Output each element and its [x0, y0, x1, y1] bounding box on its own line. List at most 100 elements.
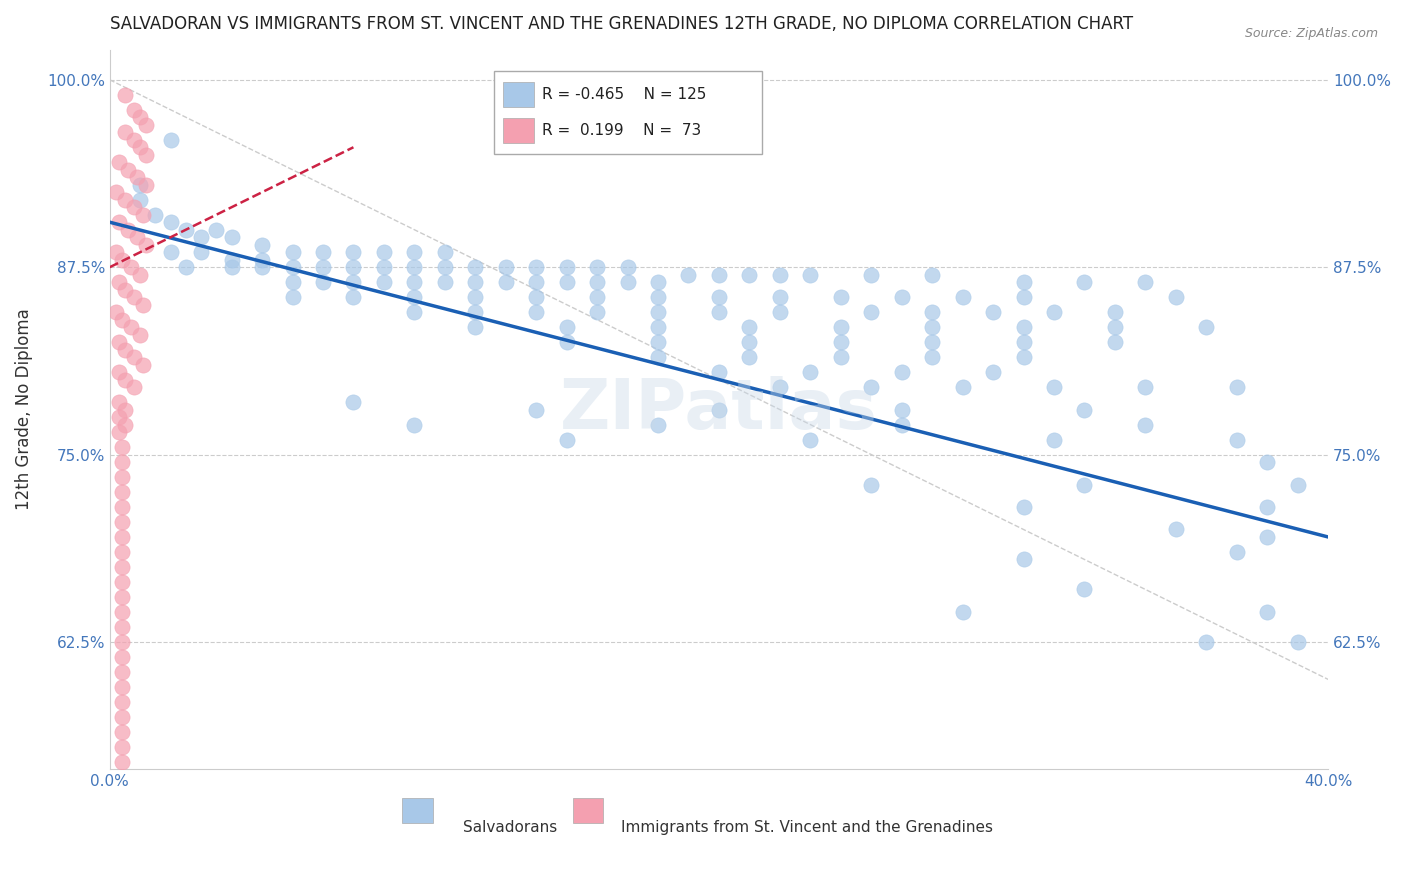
- Point: [555, 260, 578, 275]
- FancyBboxPatch shape: [494, 71, 762, 154]
- Point: [830, 320, 852, 334]
- Point: [647, 320, 669, 334]
- Point: [1256, 500, 1278, 514]
- Point: [1256, 530, 1278, 544]
- Point: [799, 433, 821, 447]
- Point: [342, 260, 364, 275]
- Point: [111, 312, 134, 326]
- Point: [312, 275, 335, 289]
- Point: [159, 215, 181, 229]
- Point: [404, 290, 426, 304]
- Point: [952, 290, 974, 304]
- Point: [342, 245, 364, 260]
- Point: [132, 358, 155, 372]
- Point: [616, 260, 638, 275]
- Point: [111, 530, 134, 544]
- Point: [135, 118, 157, 132]
- Point: [111, 739, 134, 754]
- Point: [1226, 433, 1249, 447]
- Point: [921, 350, 943, 364]
- Point: [738, 268, 761, 282]
- Point: [830, 335, 852, 350]
- Point: [433, 245, 456, 260]
- Point: [738, 335, 761, 350]
- Point: [1043, 380, 1066, 394]
- Point: [495, 260, 517, 275]
- Point: [159, 133, 181, 147]
- Point: [433, 260, 456, 275]
- Point: [981, 365, 1004, 379]
- Text: Immigrants from St. Vincent and the Grenadines: Immigrants from St. Vincent and the Gren…: [621, 820, 994, 835]
- Point: [738, 320, 761, 334]
- Point: [921, 268, 943, 282]
- Point: [1226, 545, 1249, 559]
- Point: [114, 87, 136, 102]
- Point: [111, 440, 134, 454]
- Point: [404, 417, 426, 432]
- Point: [250, 252, 273, 267]
- Point: [707, 402, 730, 417]
- Point: [524, 402, 547, 417]
- Point: [312, 260, 335, 275]
- Text: R =  0.199    N =  73: R = 0.199 N = 73: [543, 123, 702, 138]
- Point: [132, 208, 155, 222]
- Point: [404, 275, 426, 289]
- Point: [111, 770, 134, 784]
- Point: [104, 305, 127, 319]
- Point: [135, 147, 157, 161]
- Point: [464, 320, 486, 334]
- Point: [404, 245, 426, 260]
- Point: [111, 620, 134, 634]
- Point: [108, 365, 131, 379]
- Point: [122, 103, 145, 117]
- Point: [114, 283, 136, 297]
- Point: [111, 755, 134, 769]
- Point: [111, 785, 134, 799]
- Point: [524, 275, 547, 289]
- Point: [108, 410, 131, 425]
- Point: [830, 290, 852, 304]
- Text: R = -0.465    N = 125: R = -0.465 N = 125: [543, 87, 707, 102]
- Point: [738, 350, 761, 364]
- Point: [586, 290, 609, 304]
- Point: [860, 268, 883, 282]
- Text: ZIPatlas: ZIPatlas: [560, 376, 877, 443]
- Point: [555, 335, 578, 350]
- Point: [108, 335, 131, 350]
- Point: [921, 320, 943, 334]
- Point: [312, 245, 335, 260]
- Bar: [503, 118, 534, 144]
- Point: [250, 260, 273, 275]
- Point: [373, 245, 395, 260]
- Point: [1012, 290, 1035, 304]
- Point: [190, 245, 212, 260]
- Point: [129, 268, 152, 282]
- Point: [952, 605, 974, 619]
- Point: [104, 186, 127, 200]
- Point: [111, 470, 134, 484]
- Point: [129, 193, 152, 207]
- Point: [221, 252, 243, 267]
- Point: [464, 260, 486, 275]
- Point: [159, 245, 181, 260]
- Point: [120, 320, 142, 334]
- Point: [111, 649, 134, 664]
- Point: [495, 275, 517, 289]
- Point: [860, 380, 883, 394]
- Point: [647, 305, 669, 319]
- Point: [1286, 477, 1309, 491]
- Point: [281, 245, 304, 260]
- Point: [114, 402, 136, 417]
- Point: [1195, 635, 1218, 649]
- Point: [616, 275, 638, 289]
- Point: [1012, 500, 1035, 514]
- Point: [111, 830, 134, 844]
- Point: [221, 260, 243, 275]
- Point: [555, 275, 578, 289]
- Point: [145, 208, 167, 222]
- Point: [114, 417, 136, 432]
- Point: [111, 545, 134, 559]
- Point: [129, 140, 152, 154]
- Point: [135, 237, 157, 252]
- Bar: [572, 798, 603, 823]
